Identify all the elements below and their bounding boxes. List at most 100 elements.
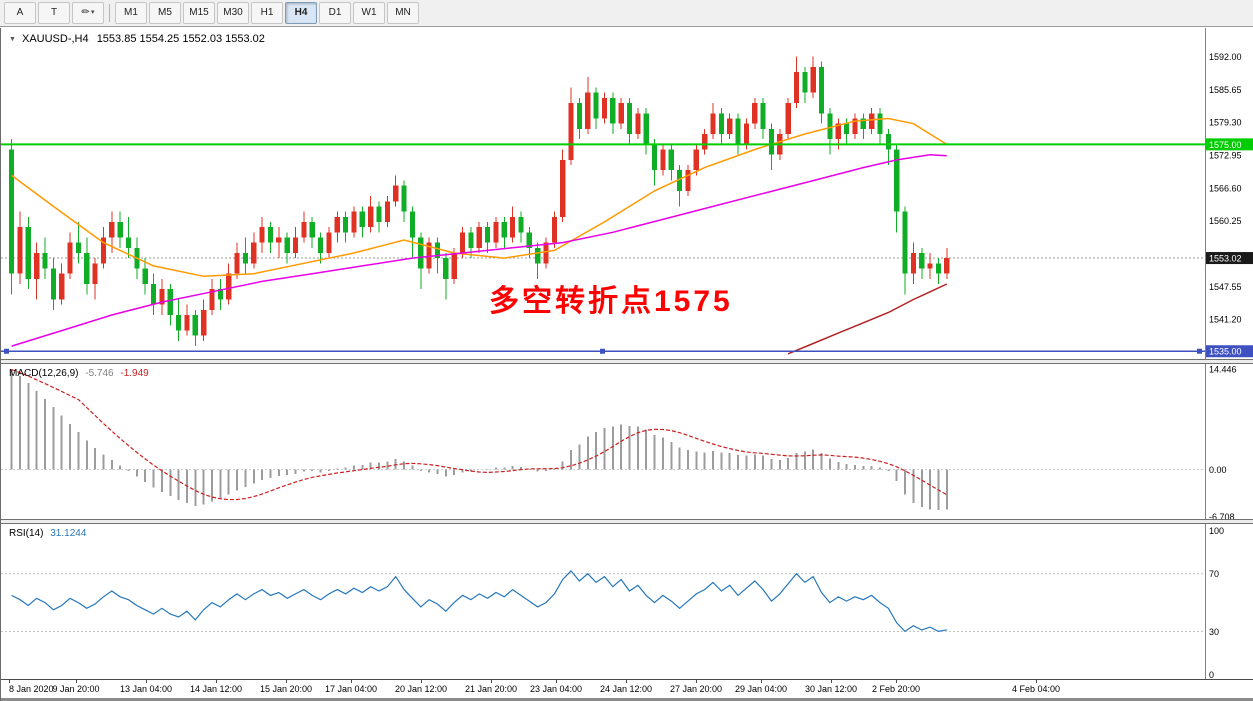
time-label: 21 Jan 20:00 bbox=[464, 684, 518, 694]
time-label: 27 Jan 20:00 bbox=[669, 684, 723, 694]
time-tick bbox=[286, 680, 287, 683]
timeframe-buttons: M1 M5 M15 M30 H1 H4 D1 W1 MN bbox=[115, 2, 419, 24]
macd-name: MACD(12,26,9) bbox=[9, 368, 79, 379]
time-tick bbox=[626, 680, 627, 683]
price-tag: 1535.00 bbox=[1206, 345, 1253, 358]
time-tick bbox=[146, 680, 147, 683]
macd-signal-line bbox=[11, 369, 948, 501]
svg-text:0.00: 0.00 bbox=[1209, 465, 1227, 475]
text-tool-button[interactable]: T bbox=[38, 2, 70, 24]
toolbar-separator bbox=[109, 4, 110, 22]
chart-annotation-text[interactable]: 多空转折点1575 bbox=[489, 285, 733, 318]
chart-title: ▼ XAUUSD-,H4 1553.85 1554.25 1552.03 155… bbox=[9, 33, 265, 45]
time-label: 20 Jan 12:00 bbox=[394, 684, 448, 694]
svg-text:1566.60: 1566.60 bbox=[1209, 183, 1242, 193]
svg-text:1547.55: 1547.55 bbox=[1209, 282, 1242, 292]
pointer-tool-button[interactable]: A bbox=[4, 2, 36, 24]
timeframe-button-W1[interactable]: W1 bbox=[353, 2, 385, 24]
timeframe-button-M5[interactable]: M5 bbox=[149, 2, 181, 24]
rsi-line bbox=[11, 570, 947, 633]
rsi-panel[interactable]: 100 70 30 0 bbox=[1, 524, 1253, 679]
time-tick bbox=[351, 680, 352, 683]
time-tick bbox=[556, 680, 557, 683]
svg-text:1553.02: 1553.02 bbox=[1209, 254, 1242, 264]
price-tag: 1575.00 bbox=[1206, 138, 1253, 151]
panel-splitter[interactable] bbox=[1, 519, 1253, 524]
timeframe-button-D1[interactable]: D1 bbox=[319, 2, 351, 24]
timeframe-button-H1[interactable]: H1 bbox=[251, 2, 283, 24]
timeframe-button-MN[interactable]: MN bbox=[387, 2, 419, 24]
svg-text:14.446: 14.446 bbox=[1209, 365, 1237, 375]
ma-slow-magenta bbox=[11, 153, 947, 347]
svg-text:1585.65: 1585.65 bbox=[1209, 85, 1242, 95]
timeframe-button-M15[interactable]: M15 bbox=[183, 2, 215, 24]
time-tick bbox=[831, 680, 832, 683]
ma-long-darkred bbox=[787, 283, 948, 355]
draw-tool-button[interactable]: ✏ ▾ bbox=[72, 2, 104, 24]
time-label: 8 Jan 2020 bbox=[9, 684, 54, 694]
rsi-label: RSI(14) 31.1244 bbox=[9, 528, 86, 539]
line-selection-handle[interactable] bbox=[600, 348, 605, 354]
time-label: 29 Jan 04:00 bbox=[734, 684, 788, 694]
macd-main-value: -5.746 bbox=[85, 368, 114, 379]
price-axis-background bbox=[1205, 364, 1253, 519]
macd-histogram bbox=[10, 369, 948, 510]
svg-text:1572.95: 1572.95 bbox=[1209, 150, 1242, 160]
time-label: 23 Jan 04:00 bbox=[529, 684, 583, 694]
time-tick bbox=[761, 680, 762, 683]
time-label: 2 Feb 20:00 bbox=[871, 684, 921, 694]
time-tick bbox=[1036, 680, 1037, 683]
dropdown-caret-icon: ▾ bbox=[90, 9, 95, 16]
rsi-name: RSI(14) bbox=[9, 528, 44, 539]
time-tick bbox=[216, 680, 217, 683]
svg-text:1579.30: 1579.30 bbox=[1209, 118, 1242, 128]
time-label: 14 Jan 12:00 bbox=[189, 684, 243, 694]
svg-text:1575.00: 1575.00 bbox=[1209, 140, 1242, 150]
time-tick bbox=[421, 680, 422, 683]
macd-panel[interactable]: 14.446 0.00 -6.708 bbox=[1, 364, 1253, 519]
svg-text:100: 100 bbox=[1209, 526, 1224, 536]
svg-text:0: 0 bbox=[1209, 670, 1214, 679]
svg-text:70: 70 bbox=[1209, 569, 1219, 579]
chart-area: 1592.00 1585.65 1579.30 1572.95 1566.60 1560.… bbox=[0, 28, 1253, 701]
svg-text:1560.25: 1560.25 bbox=[1209, 216, 1242, 226]
line-selection-handle[interactable] bbox=[1197, 348, 1202, 354]
time-label: 13 Jan 04:00 bbox=[119, 684, 173, 694]
svg-text:1541.20: 1541.20 bbox=[1209, 315, 1242, 325]
timeframe-button-M30[interactable]: M30 bbox=[217, 2, 249, 24]
panel-splitter[interactable] bbox=[1, 359, 1253, 364]
main-chart-panel[interactable]: 1592.00 1585.65 1579.30 1572.95 1566.60 1560.… bbox=[1, 28, 1253, 359]
price-tag: 1553.02 bbox=[1206, 252, 1253, 265]
time-axis[interactable]: 8 Jan 2020 9 Jan 20:00 13 Jan 04:00 14 Jan … bbox=[1, 679, 1253, 698]
time-label: 17 Jan 04:00 bbox=[324, 684, 378, 694]
price-axis-background bbox=[1205, 28, 1253, 359]
svg-text:1592.00: 1592.00 bbox=[1209, 52, 1242, 62]
timeframe-button-H4[interactable]: H4 bbox=[285, 2, 317, 24]
time-label: 24 Jan 12:00 bbox=[599, 684, 653, 694]
timeframe-button-M1[interactable]: M1 bbox=[115, 2, 147, 24]
price-axis-ticks: 1592.00 1585.65 1579.30 1572.95 1566.60 1560.… bbox=[1209, 52, 1242, 325]
toolbar: A T ✏ ▾ M1 M5 M15 M30 H1 H4 D1 W1 MN bbox=[0, 0, 1253, 27]
rsi-value: 31.1244 bbox=[50, 528, 87, 539]
time-label: 15 Jan 20:00 bbox=[259, 684, 313, 694]
svg-text:-6.708: -6.708 bbox=[1209, 512, 1235, 519]
time-tick bbox=[491, 680, 492, 683]
line-selection-handle[interactable] bbox=[4, 348, 9, 354]
svg-text:1535.00: 1535.00 bbox=[1209, 347, 1242, 357]
time-tick bbox=[9, 680, 10, 683]
time-label: 4 Feb 04:00 bbox=[1011, 684, 1061, 694]
price-axis-background bbox=[1205, 524, 1253, 679]
time-tick bbox=[896, 680, 897, 683]
macd-label: MACD(12,26,9) -5.746 -1.949 bbox=[9, 368, 149, 379]
ma-fast-orange bbox=[11, 117, 948, 278]
svg-text:30: 30 bbox=[1209, 627, 1219, 637]
time-label: 30 Jan 12:00 bbox=[804, 684, 858, 694]
time-tick bbox=[696, 680, 697, 683]
tool-buttons: A T ✏ ▾ bbox=[4, 2, 104, 24]
macd-signal-value: -1.949 bbox=[120, 368, 149, 379]
window-edge bbox=[1, 698, 1253, 701]
time-tick bbox=[76, 680, 77, 683]
ohlc-values: 1553.85 1554.25 1552.03 1553.02 bbox=[96, 33, 265, 45]
candlestick-series bbox=[9, 56, 950, 347]
